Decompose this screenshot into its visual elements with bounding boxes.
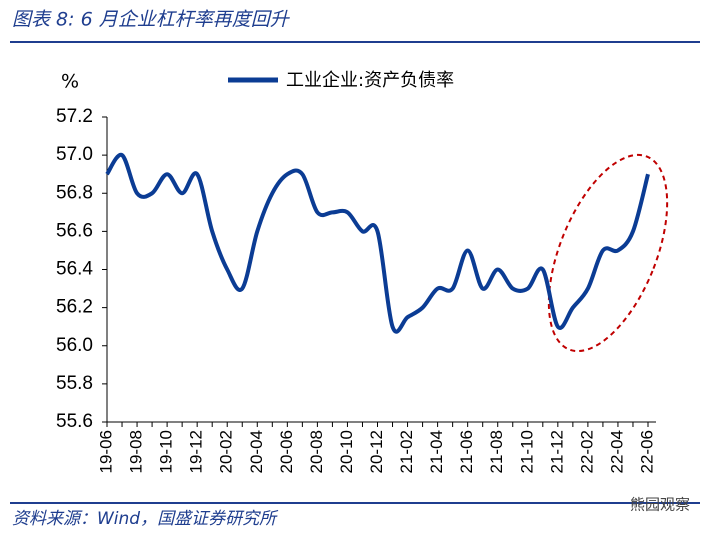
- legend-label: 工业企业:资产负债率: [286, 70, 454, 91]
- x-tick-label: 22-06: [637, 430, 656, 473]
- x-tick-label: 21-06: [457, 430, 476, 473]
- x-tick-label: 19-08: [127, 430, 146, 473]
- line-series: [105, 152, 650, 334]
- x-tick-label: 21-10: [517, 430, 536, 473]
- x-tick-label: 19-10: [157, 430, 176, 473]
- y-tick-label: 55.8: [56, 373, 93, 394]
- y-tick-label: 56.4: [56, 259, 93, 280]
- x-tick-label: 21-08: [487, 430, 506, 473]
- x-tick-label: 21-04: [427, 430, 446, 473]
- y-tick-label: 55.6: [56, 411, 93, 432]
- y-unit: %: [61, 71, 79, 93]
- x-tick-label: 21-12: [547, 430, 566, 473]
- chart-title: 图表 8: 6 月企业杠杆率再度回升: [12, 9, 291, 31]
- y-tick-label: 56.6: [56, 220, 93, 241]
- x-tick-label: 22-04: [607, 430, 626, 473]
- source: 资料来源：Wind，国盛证券研究所: [12, 509, 279, 529]
- x-tick-label: 21-02: [397, 430, 416, 473]
- x-tick-label: 20-04: [247, 430, 266, 473]
- x-tick-label: 19-06: [96, 430, 115, 473]
- y-tick-label: 56.0: [56, 335, 93, 356]
- x-tick-label: 20-06: [277, 430, 296, 473]
- highlight-ellipse: [547, 153, 669, 353]
- x-tick-label: 20-10: [337, 430, 356, 473]
- y-tick-label: 56.8: [56, 182, 93, 203]
- watermark: 熊园观察: [630, 496, 690, 514]
- x-tick-label: 20-08: [307, 430, 326, 473]
- x-tick-label: 22-02: [577, 430, 596, 473]
- x-tick-label: 19-12: [187, 430, 206, 473]
- y-tick-label: 57.2: [56, 106, 93, 127]
- y-tick-label: 57.0: [56, 144, 93, 165]
- x-tick-label: 20-02: [217, 430, 236, 473]
- x-tick-label: 20-12: [367, 430, 386, 473]
- y-tick-label: 56.2: [56, 297, 93, 318]
